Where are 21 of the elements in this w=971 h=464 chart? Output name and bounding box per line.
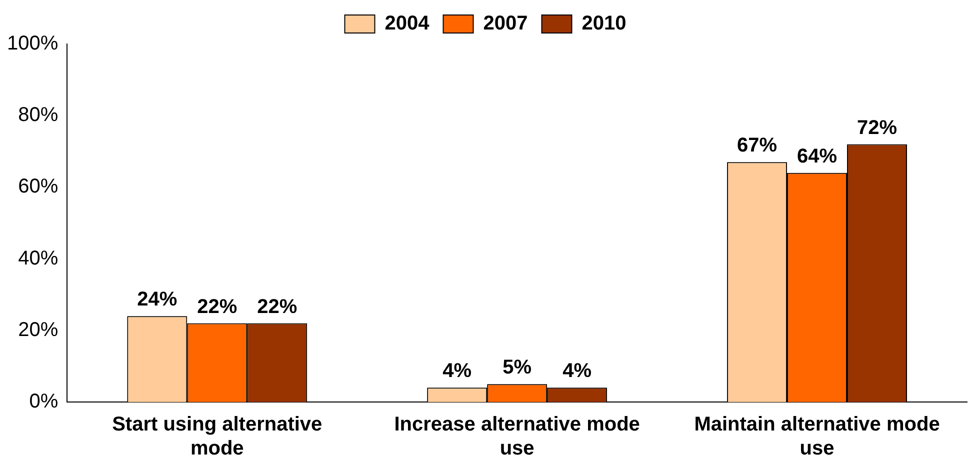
data-label: 64% bbox=[797, 145, 838, 168]
y-tick-label: 80% bbox=[18, 104, 58, 126]
data-label: 24% bbox=[137, 288, 178, 311]
x-tick-label: Increase alternative mode use bbox=[394, 414, 640, 460]
y-tick-label: 40% bbox=[18, 247, 58, 270]
y-tick-label: 20% bbox=[18, 318, 58, 341]
legend-label: 2010 bbox=[582, 12, 626, 35]
y-tick-label: 100% bbox=[6, 32, 58, 55]
legend-label: 2004 bbox=[384, 12, 430, 35]
data-label: 4% bbox=[442, 360, 472, 382]
data-label: 5% bbox=[502, 356, 532, 379]
y-tick-label: 60% bbox=[18, 176, 58, 198]
x-tick-label: Start using alternative mode bbox=[112, 414, 322, 460]
legend-label: 2007 bbox=[483, 12, 528, 35]
data-label: 72% bbox=[857, 116, 898, 139]
y-tick-label: 0% bbox=[29, 390, 58, 413]
data-label: 4% bbox=[562, 360, 592, 382]
x-tick-label: Maintain alternative mode use bbox=[694, 414, 940, 460]
data-label: 67% bbox=[737, 134, 778, 157]
data-label: 22% bbox=[257, 296, 298, 318]
data-label: 22% bbox=[197, 296, 238, 318]
